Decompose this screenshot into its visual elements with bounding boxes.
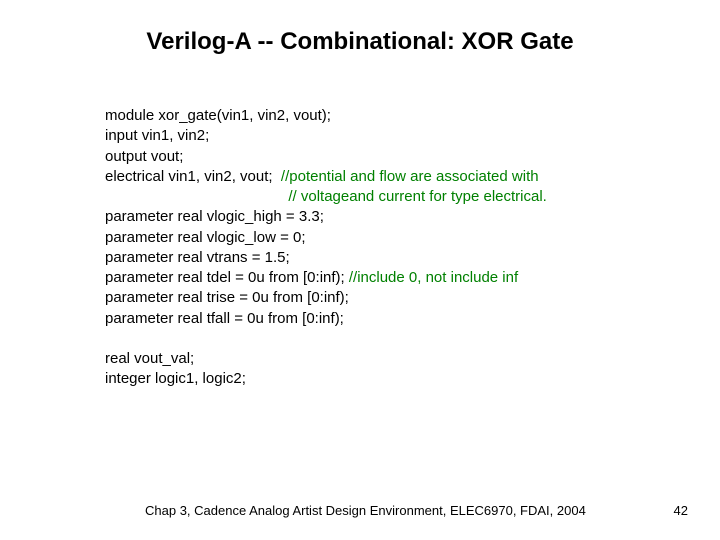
code-line: parameter real tfall = 0u from [0:inf); [105,309,680,329]
code-line: parameter real vlogic_low = 0; [105,228,680,248]
code-text [105,188,288,205]
code-line: input vin1, vin2; [105,126,680,146]
code-group-2: real vout_val; integer logic1, logic2; [105,349,680,390]
page-number: 42 [674,503,688,518]
code-text: parameter real vtrans = 1.5; [105,249,290,266]
code-text: real vout_val; [105,350,194,367]
code-text: electrical vin1, vin2, vout; [105,168,281,185]
code-text: parameter real vlogic_high = 3.3; [105,208,324,225]
code-line: electrical vin1, vin2, vout; //potential… [105,167,680,187]
slide-title: Verilog-A -- Combinational: XOR Gate [0,0,720,106]
code-line: parameter real vlogic_high = 3.3; [105,207,680,227]
code-line: parameter real tdel = 0u from [0:inf); /… [105,268,680,288]
code-line: parameter real trise = 0u from [0:inf); [105,288,680,308]
code-text: parameter real trise = 0u from [0:inf); [105,289,349,306]
code-line: integer logic1, logic2; [105,369,680,389]
code-text: integer logic1, logic2; [105,370,246,387]
code-comment: // voltageand current for type electrica… [288,188,546,205]
code-comment: //potential and flow are associated with [281,168,539,185]
code-text: parameter real tfall = 0u from [0:inf); [105,310,344,327]
code-line: real vout_val; [105,349,680,369]
code-text: parameter real tdel = 0u from [0:inf); [105,269,349,286]
footer-text: Chap 3, Cadence Analog Artist Design Env… [145,503,586,518]
code-line: output vout; [105,147,680,167]
code-line: parameter real vtrans = 1.5; [105,248,680,268]
code-line: // voltageand current for type electrica… [105,187,680,207]
code-text: input vin1, vin2; [105,127,209,144]
code-block: module xor_gate(vin1, vin2, vout); input… [0,106,720,389]
code-text: module xor_gate(vin1, vin2, vout); [105,107,331,124]
code-text: output vout; [105,148,183,165]
code-line: module xor_gate(vin1, vin2, vout); [105,106,680,126]
code-comment: //include 0, not include inf [349,269,518,286]
code-text: parameter real vlogic_low = 0; [105,229,306,246]
